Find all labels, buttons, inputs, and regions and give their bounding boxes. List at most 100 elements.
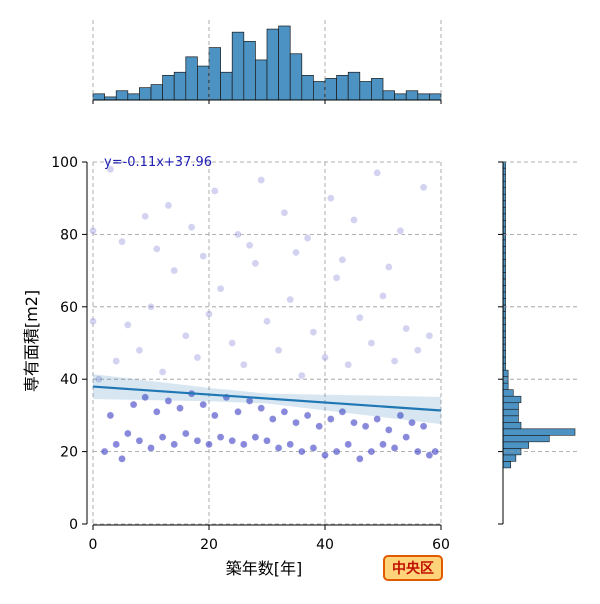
scatter-point <box>361 422 370 431</box>
right-histogram <box>498 161 578 525</box>
right-histogram-bar <box>502 428 576 436</box>
top-histogram-bar <box>220 71 233 101</box>
scatter-point <box>274 346 283 355</box>
scatter-point <box>199 400 208 409</box>
y-tick-label: 20 <box>60 445 78 461</box>
top-histogram-bar <box>371 78 384 101</box>
x-tick-label: 0 <box>89 537 98 553</box>
scatter-point <box>303 234 312 242</box>
main-axes: 0 20 40 60 0 20 40 60 80 100 <box>51 155 450 553</box>
right-histogram-bar <box>502 435 550 443</box>
scatter-point <box>425 451 434 460</box>
scatter-point <box>257 404 266 413</box>
regression-equation: y=-0.11x+37.96 <box>104 155 212 170</box>
scatter-point <box>263 317 271 326</box>
scatter-point <box>338 255 347 264</box>
scatter-point <box>309 328 318 337</box>
scatter-point <box>402 433 411 442</box>
y-tick-label: 100 <box>51 155 78 171</box>
y-tick-label: 0 <box>69 517 78 533</box>
y-tick-label: 60 <box>60 300 78 316</box>
scatter-point <box>228 339 237 347</box>
scatter-point <box>338 407 347 416</box>
top-histogram-bar <box>336 74 349 101</box>
scatter-point <box>303 411 312 420</box>
scatter-point <box>141 393 150 402</box>
top-histogram-bar <box>417 93 430 101</box>
scatter-point <box>152 407 161 416</box>
top-histogram-bar <box>382 90 395 101</box>
regression-line <box>92 385 442 412</box>
right-histogram-bar <box>502 369 509 377</box>
scatter-point <box>193 353 202 362</box>
scatter-point <box>176 404 184 413</box>
scatter-point <box>297 447 306 456</box>
scatter-point <box>257 176 266 184</box>
scatter-point <box>118 454 126 463</box>
scatter-point <box>152 244 161 253</box>
scatter-points <box>89 165 440 463</box>
right-histogram-bar <box>502 402 519 410</box>
right-histogram-bar <box>502 421 522 430</box>
scatter-point <box>419 422 428 431</box>
top-histogram-bar <box>278 25 291 101</box>
scatter-point <box>164 201 173 210</box>
scatter-point <box>187 223 196 232</box>
scatter-point <box>123 320 132 329</box>
x-axis-title: 築年数[年] <box>226 559 303 578</box>
scatter-point <box>355 313 364 322</box>
scatter-point <box>181 429 190 438</box>
top-histogram-bar <box>92 93 105 101</box>
right-histogram-bar <box>502 415 519 423</box>
top-histogram-bar <box>289 53 303 101</box>
top-histogram-bar <box>162 74 175 101</box>
scatter-point <box>164 397 173 405</box>
scatter-point <box>396 411 405 420</box>
scatter-point <box>379 292 387 300</box>
scatter-point <box>413 346 422 355</box>
scatter-point <box>89 317 97 326</box>
x-tick-label: 40 <box>316 537 334 553</box>
scatter-point <box>123 429 132 438</box>
scatter-point <box>408 418 416 427</box>
top-histogram-bar <box>139 87 152 101</box>
right-histogram-bar <box>502 441 530 449</box>
scatter-point <box>344 360 353 369</box>
scatter-point <box>292 248 300 257</box>
right-histogram-bar <box>502 376 509 384</box>
scatter-point <box>234 407 242 416</box>
scatter-point <box>94 375 103 384</box>
scatter-point <box>147 302 155 311</box>
scatter-point <box>332 273 341 282</box>
regression-group <box>92 374 442 425</box>
scatter-point <box>170 266 179 275</box>
top-histogram-bar <box>405 90 419 101</box>
scatter-point <box>135 436 144 445</box>
top-histogram-bar <box>301 74 314 101</box>
scatter-point <box>100 447 109 456</box>
scatter-point <box>245 241 254 250</box>
top-histogram-bar <box>243 41 256 101</box>
scatter-point <box>292 418 300 427</box>
scatter-point <box>129 400 138 409</box>
scatter-point <box>112 440 121 449</box>
top-histogram-bar <box>359 81 372 101</box>
x-tick-label: 20 <box>200 537 218 553</box>
x-tick-label: 60 <box>432 537 450 553</box>
scatter-point <box>216 433 225 442</box>
scatter-point <box>141 212 150 221</box>
top-histogram <box>92 20 442 104</box>
scatter-point <box>286 440 295 449</box>
scatter-point <box>118 237 126 246</box>
right-histogram-bar <box>502 461 512 469</box>
scatter-point <box>170 440 179 449</box>
right-histogram-bar <box>502 389 514 397</box>
scatter-point <box>263 436 271 445</box>
scatter-point <box>268 415 277 423</box>
scatter-point <box>355 454 364 463</box>
scatter-point <box>390 357 399 365</box>
scatter-point <box>205 440 213 449</box>
scatter-point <box>396 226 405 235</box>
